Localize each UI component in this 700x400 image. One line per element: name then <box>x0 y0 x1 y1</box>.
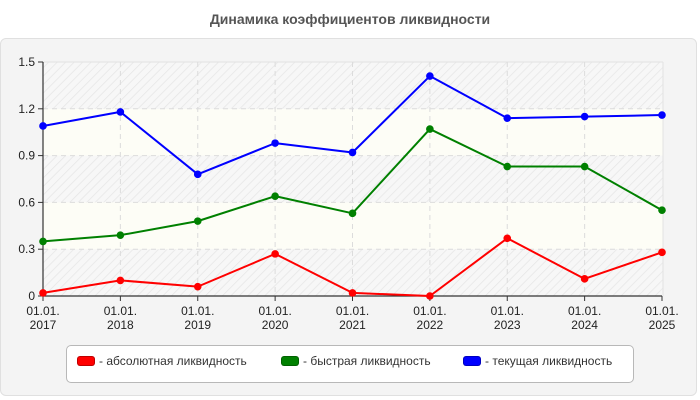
legend-label: - быстрая ликвидность <box>303 354 431 368</box>
data-point[interactable] <box>348 289 357 297</box>
gridlines <box>43 61 664 296</box>
chart-title: Динамика коэффициентов ликвидности <box>209 11 491 27</box>
legend-item-absolute: - абсолютная ликвидность <box>77 354 247 368</box>
x-tick-label: 01.01. <box>491 304 524 318</box>
x-tick-label: 2022 <box>417 318 444 332</box>
x-tick-label: 2024 <box>571 318 598 332</box>
legend-item-quick: - быстрая ликвидность <box>281 354 431 368</box>
legend-swatch-blue <box>463 356 481 366</box>
legend-swatch-green <box>281 356 299 366</box>
data-point[interactable] <box>426 292 434 300</box>
y-tick-label: 0.3 <box>18 242 35 256</box>
x-tick-label: 2023 <box>494 318 521 332</box>
x-tick-label: 01.01. <box>336 304 369 318</box>
y-tick-label: 0.6 <box>18 195 35 209</box>
data-point[interactable] <box>39 289 47 297</box>
legend-swatch-red <box>77 356 95 366</box>
x-tick-label: 2025 <box>649 318 676 332</box>
data-point[interactable] <box>426 125 434 133</box>
data-point[interactable] <box>658 206 666 214</box>
data-point[interactable] <box>426 72 434 80</box>
series-line <box>39 72 666 179</box>
data-point[interactable] <box>503 162 512 171</box>
data-point[interactable] <box>580 162 589 171</box>
data-point[interactable] <box>116 108 125 116</box>
data-point[interactable] <box>580 275 589 283</box>
x-tick-label: 2021 <box>339 318 366 332</box>
x-tick-label: 2018 <box>107 318 134 332</box>
data-point[interactable] <box>271 250 279 258</box>
data-point[interactable] <box>271 139 279 147</box>
data-point[interactable] <box>116 276 125 285</box>
legend-item-current: - текущая ликвидность <box>463 354 612 368</box>
series-line <box>39 234 666 300</box>
data-point[interactable] <box>348 148 357 157</box>
data-series <box>39 72 666 300</box>
y-tick-label: 1.5 <box>18 55 35 69</box>
series-line <box>39 125 666 246</box>
x-tick-label: 01.01. <box>181 304 214 318</box>
x-tick-label: 2020 <box>262 318 289 332</box>
x-tick-label: 01.01. <box>413 304 446 318</box>
data-point[interactable] <box>39 237 47 246</box>
data-point[interactable] <box>503 114 512 122</box>
data-point[interactable] <box>580 112 589 121</box>
data-point[interactable] <box>193 217 202 225</box>
x-tick-label: 01.01. <box>26 304 59 318</box>
x-tick-label: 2019 <box>184 318 211 332</box>
data-point[interactable] <box>503 234 512 243</box>
data-point[interactable] <box>348 209 357 218</box>
tick-labels: 00.30.60.91.21.501.01.201701.01.201801.0… <box>18 55 678 332</box>
data-point[interactable] <box>193 282 202 291</box>
x-tick-label: 01.01. <box>645 304 678 318</box>
legend-label: - текущая ликвидность <box>485 354 613 368</box>
y-tick-label: 1.2 <box>18 102 35 116</box>
data-point[interactable] <box>271 192 279 200</box>
x-tick-label: 01.01. <box>568 304 601 318</box>
data-point[interactable] <box>658 248 666 257</box>
x-tick-label: 01.01. <box>104 304 137 318</box>
data-point[interactable] <box>658 111 666 119</box>
y-tick-label: 0.9 <box>18 149 35 163</box>
x-tick-label: 2017 <box>30 318 57 332</box>
data-point[interactable] <box>193 170 202 179</box>
legend-label: - абсолютная ликвидность <box>99 354 247 368</box>
data-point[interactable] <box>116 231 125 239</box>
data-point[interactable] <box>39 122 47 130</box>
y-tick-label: 0 <box>28 289 35 303</box>
x-tick-label: 01.01. <box>258 304 291 318</box>
chart-legend: - абсолютная ликвидность - быстрая ликви… <box>66 345 634 383</box>
